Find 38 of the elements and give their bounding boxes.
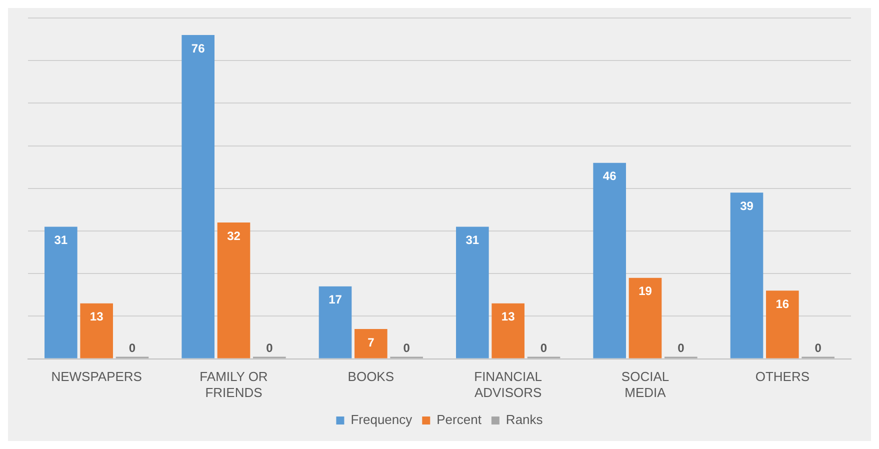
data-label: 0 [814, 341, 822, 356]
data-label: 0 [128, 341, 136, 356]
data-label: 76 [191, 41, 206, 56]
data-label: 0 [540, 341, 548, 356]
bar [730, 192, 764, 358]
data-label: 13 [501, 310, 516, 324]
data-label: 7 [368, 335, 375, 350]
bar [44, 226, 78, 358]
legend-label: Percent [436, 412, 482, 428]
data-label: 13 [90, 310, 104, 324]
legend-label: Frequency [350, 412, 413, 428]
data-label: 16 [776, 296, 790, 311]
x-tick-label: SOCIAL MEDIA [621, 369, 670, 400]
data-label: 0 [266, 341, 274, 356]
x-tick-label: FINANCIAL ADVISORS [474, 369, 542, 400]
bar [217, 222, 250, 358]
bar [456, 226, 489, 358]
data-label: 0 [678, 341, 685, 356]
data-label: 17 [328, 292, 342, 307]
bar [628, 278, 662, 358]
data-label: 19 [638, 284, 652, 298]
bar [318, 286, 352, 358]
bar [80, 303, 113, 358]
legend-label: Ranks [506, 412, 544, 428]
data-label: 46 [602, 169, 617, 184]
data-label: 0 [403, 341, 410, 356]
x-tick-label: NEWSPAPERS [51, 369, 142, 384]
bar [593, 162, 626, 358]
x-tick-label: FAMILY OR FRIENDS [200, 369, 268, 400]
x-tick-label: OTHERS [755, 369, 810, 384]
bar [766, 290, 799, 358]
data-label: 32 [227, 228, 241, 243]
data-label: 31 [54, 233, 68, 248]
bar [354, 328, 388, 358]
data-label: 31 [466, 233, 480, 248]
bar [492, 303, 524, 358]
data-label: 39 [740, 198, 754, 213]
x-tick-label: BOOKS [348, 369, 394, 384]
